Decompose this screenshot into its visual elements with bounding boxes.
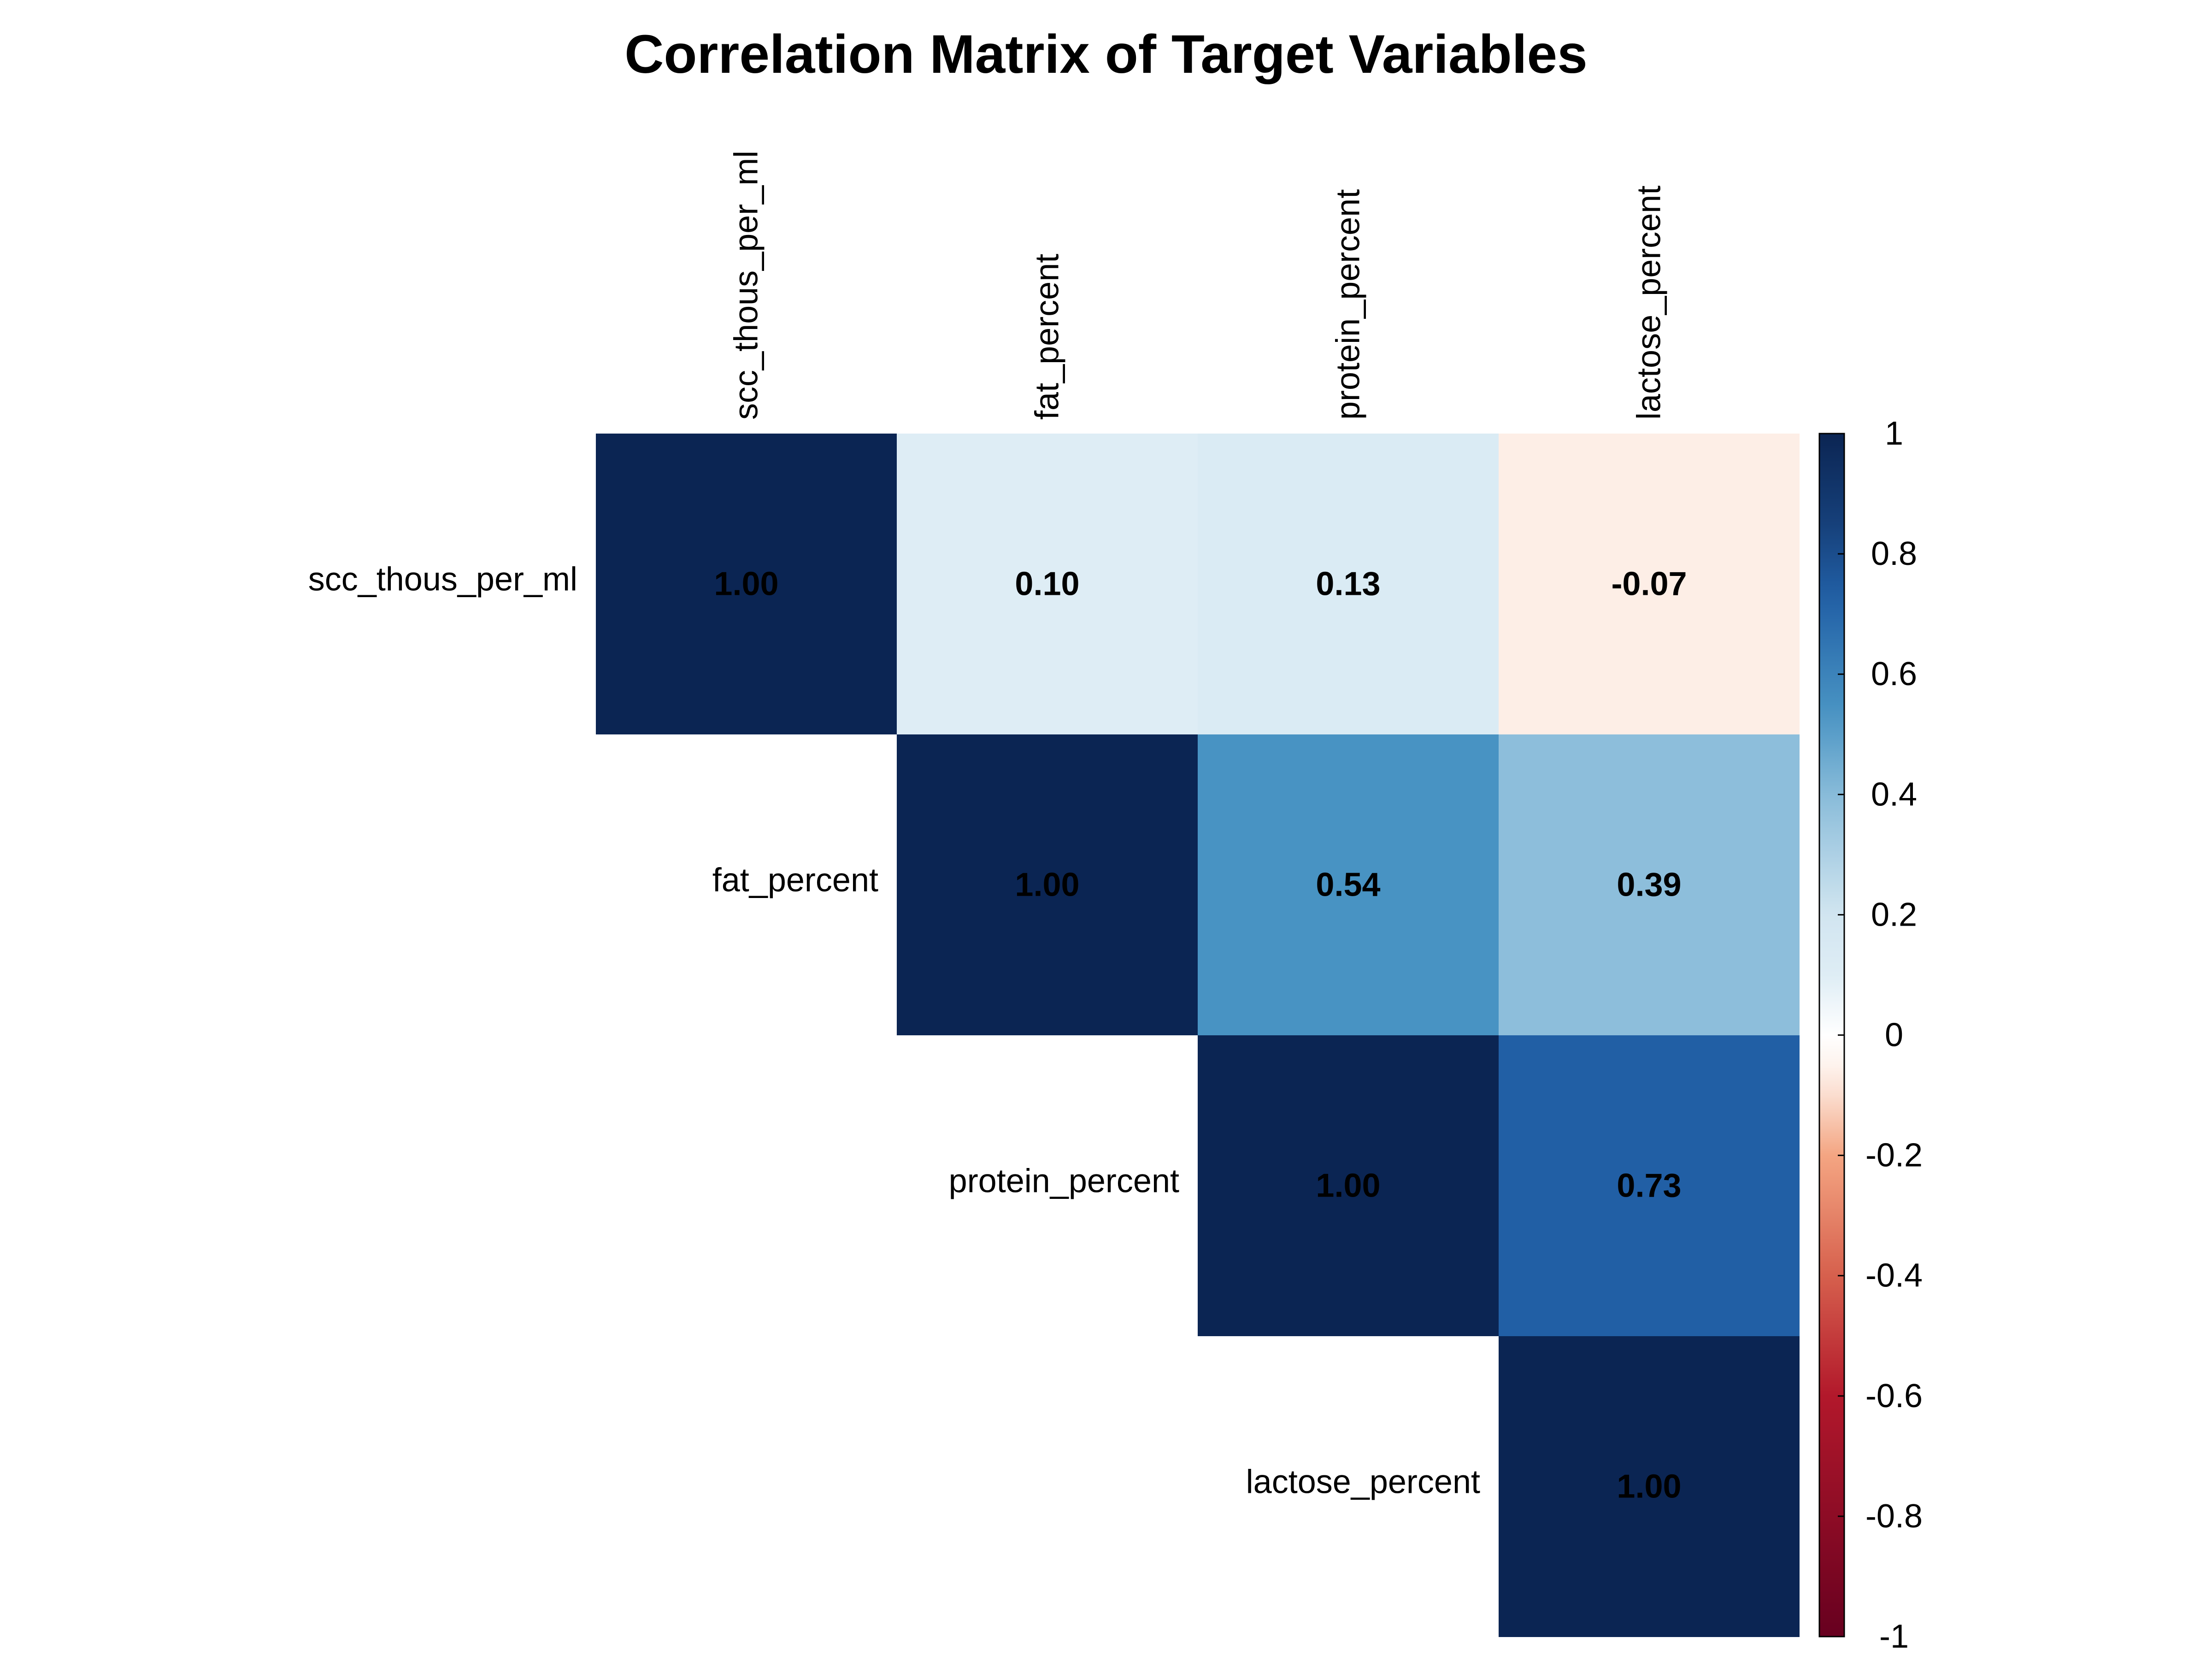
- cell-protein_percent-lactose_percent: [1499, 1035, 1800, 1336]
- cell-fat_percent-protein_percent: [1198, 734, 1499, 1035]
- cell-scc_thous_per_ml-lactose_percent: [1499, 434, 1800, 734]
- colorbar: 1 0.8 0.6 0.4 0.2 0 -0.2 -0.4 -0.6 -0.8 -1: [1818, 415, 1923, 1655]
- colorbar-tick-label--0.8: -0.8: [1865, 1498, 1923, 1535]
- column-label-protein_percent: protein_percent: [1330, 189, 1367, 420]
- cell-scc_thous_per_ml-protein_percent: [1198, 434, 1499, 734]
- heatmap-cell-labels: 1.00 0.10 0.13 -0.07 1.00 0.54 0.39 1.00 0.73 1.0…: [714, 566, 1687, 1505]
- row-label-fat_percent: fat_percent: [712, 862, 878, 899]
- colorbar-tick-label-0.8: 0.8: [1871, 535, 1917, 572]
- heatmap-cells: [596, 434, 1800, 1637]
- row-label-lactose_percent: lactose_percent: [1246, 1464, 1480, 1501]
- cell-label-fat_percent-lactose_percent: 0.39: [1617, 867, 1681, 904]
- chart-title: Correlation Matrix of Target Variables: [624, 24, 1588, 85]
- row-labels: scc_thous_per_ml fat_percent protein_perce…: [308, 561, 1480, 1501]
- cell-label-fat_percent-protein_percent: 0.54: [1316, 867, 1380, 904]
- cell-label-protein_percent-protein_percent: 1.00: [1316, 1168, 1380, 1204]
- row-label-scc_thous_per_ml: scc_thous_per_ml: [308, 561, 577, 598]
- cell-fat_percent-fat_percent: [897, 734, 1198, 1035]
- colorbar-tick-label--0.4: -0.4: [1865, 1257, 1923, 1294]
- colorbar-tick-label--1: -1: [1879, 1618, 1909, 1655]
- cell-scc_thous_per_ml-scc_thous_per_ml: [596, 434, 897, 734]
- cell-scc_thous_per_ml-fat_percent: [897, 434, 1198, 734]
- colorbar-tick-label--0.2: -0.2: [1865, 1137, 1923, 1174]
- cell-label-protein_percent-lactose_percent: 0.73: [1617, 1168, 1681, 1204]
- cell-lactose_percent-lactose_percent: [1499, 1336, 1800, 1637]
- colorbar-tick-label--0.6: -0.6: [1865, 1378, 1923, 1414]
- column-label-fat_percent: fat_percent: [1029, 254, 1066, 420]
- cell-protein_percent-protein_percent: [1198, 1035, 1499, 1336]
- colorbar-tick-label-0.2: 0.2: [1871, 896, 1917, 933]
- column-label-lactose_percent: lactose_percent: [1631, 186, 1668, 420]
- row-label-protein_percent: protein_percent: [949, 1163, 1179, 1200]
- cell-fat_percent-lactose_percent: [1499, 734, 1800, 1035]
- colorbar-tick-label-0: 0: [1885, 1017, 1903, 1054]
- column-label-scc_thous_per_ml: scc_thous_per_ml: [728, 151, 765, 420]
- cell-label-lactose_percent-lactose_percent: 1.00: [1617, 1468, 1681, 1505]
- cell-label-scc_thous_per_ml-fat_percent: 0.10: [1015, 566, 1079, 603]
- cell-label-scc_thous_per_ml-lactose_percent: -0.07: [1611, 566, 1687, 603]
- colorbar-tick-label-0.6: 0.6: [1871, 656, 1917, 693]
- cell-label-scc_thous_per_ml-scc_thous_per_ml: 1.00: [714, 566, 778, 603]
- colorbar-tick-label-0.4: 0.4: [1871, 776, 1917, 813]
- colorbar-tick-label-1: 1: [1885, 415, 1903, 452]
- column-labels: scc_thous_per_ml fat_percent protein_perce…: [728, 151, 1668, 420]
- cell-label-fat_percent-fat_percent: 1.00: [1015, 867, 1079, 904]
- cell-label-scc_thous_per_ml-protein_percent: 0.13: [1316, 566, 1380, 603]
